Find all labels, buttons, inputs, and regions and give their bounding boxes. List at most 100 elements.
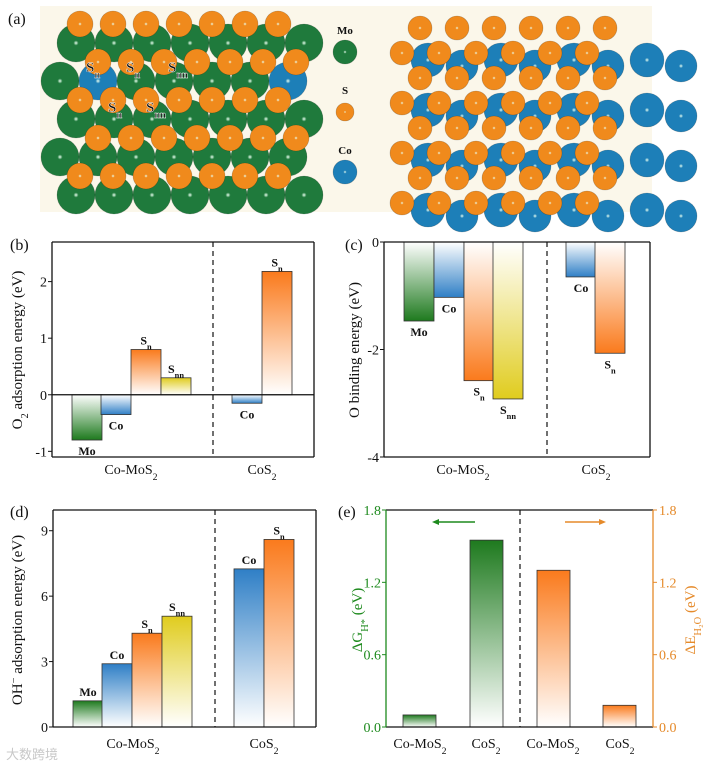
s-atom — [84, 124, 112, 152]
s-atom — [66, 10, 94, 38]
site-label-4-sub: n — [116, 110, 122, 121]
s-atom — [481, 115, 507, 141]
bar-label-b-3-main: S — [168, 362, 175, 376]
s-atom — [198, 162, 226, 190]
bar-label-d-0-main: Mo — [79, 685, 96, 699]
y-right-tick-label: 1.2 — [659, 576, 677, 591]
bar-d-4 — [233, 568, 265, 728]
bar-label-b-4-main: Co — [240, 407, 255, 421]
y-axis-label: O binding energy (eV) — [347, 282, 363, 418]
s-atom — [481, 165, 507, 191]
site-label-5: Snn — [146, 100, 166, 121]
bar-label-d-4-main: Co — [242, 553, 257, 567]
bar-label-b-1-main: Co — [109, 419, 124, 433]
co-atom — [591, 199, 625, 233]
bar-c-4 — [565, 241, 597, 278]
s-atom — [592, 165, 618, 191]
s-atom — [183, 124, 211, 152]
y-tick-label: 0.0 — [364, 721, 382, 736]
site-label-1-main: S — [86, 60, 94, 76]
bar-c-2 — [463, 241, 495, 382]
bar-b-0 — [71, 394, 103, 441]
site-label-2: Sn — [126, 60, 140, 81]
bar-b-5 — [261, 271, 293, 396]
co-atom — [629, 42, 665, 78]
y-tick-label: 3 — [41, 656, 48, 671]
y-axis-label-main: O — [10, 418, 26, 429]
site-label-2-main: S — [126, 60, 134, 76]
bar-label-c-1-main: Co — [442, 301, 457, 315]
x-category-label-sub: 2 — [274, 746, 279, 757]
x-category-label: Co-MoS2 — [436, 463, 489, 483]
s-atom — [198, 86, 226, 114]
s-atom — [264, 162, 292, 190]
y-right-tick-label: 0.6 — [659, 649, 677, 664]
co-atom — [664, 149, 698, 183]
y-axis-label-sub: H* — [360, 619, 371, 632]
bar-b-3 — [160, 377, 192, 396]
s-atom — [389, 90, 415, 116]
s-atom — [249, 124, 277, 152]
s-atom — [463, 90, 489, 116]
y-axis-label-right-main: ΔE — [683, 636, 699, 655]
s-atom — [231, 162, 259, 190]
s-atom — [500, 90, 526, 116]
co-atom — [664, 49, 698, 83]
s-atom — [389, 190, 415, 216]
y-right-tick-label: 1.8 — [659, 504, 677, 519]
s-atom — [518, 165, 544, 191]
s-atom — [66, 162, 94, 190]
s-atom — [407, 15, 433, 41]
s-atom — [444, 165, 470, 191]
bar-label-c-2-main: S — [473, 385, 480, 399]
bar-label-c-0-main: Mo — [410, 325, 427, 339]
bar-d-5 — [263, 539, 295, 728]
bar-label-d-3-main: S — [169, 600, 176, 614]
bar-label-d-1-main: Co — [110, 648, 125, 662]
s-atom — [574, 140, 600, 166]
bar-label-b-3-sub: nn — [175, 370, 185, 379]
bar-label-c-3-sub: nn — [507, 411, 517, 420]
s-atom — [249, 48, 277, 76]
bar-e-2 — [536, 569, 571, 728]
bar-label-b-2: Sn — [140, 334, 152, 352]
bar-d-3 — [161, 615, 193, 728]
s-atom — [537, 90, 563, 116]
co-atom — [664, 99, 698, 133]
s-atom — [574, 90, 600, 116]
x-category-label: Co-MoS2 — [106, 737, 159, 757]
s-atom — [132, 10, 160, 38]
legend-label-s: S — [342, 85, 348, 97]
s-atom — [481, 65, 507, 91]
y-tick-label: 0 — [372, 236, 379, 251]
x-category-label-main: Co-MoS — [436, 463, 484, 478]
x-category-label: Co-MoS2 — [393, 737, 446, 757]
site-label-2-sub: n — [134, 70, 140, 81]
panel-letter-c: (c) — [345, 237, 363, 254]
bar-label-b-0: Mo — [78, 444, 95, 458]
legend-label-mo: Mo — [337, 25, 353, 37]
x-category-label: CoS2 — [471, 737, 500, 757]
y-axis-label-main: ΔG — [350, 632, 366, 653]
s-atom — [389, 140, 415, 166]
legend-co-atom — [332, 159, 358, 185]
bar-label-d-5-main: S — [273, 523, 280, 537]
bar-label-b-0-main: Mo — [78, 444, 95, 458]
bar-label-c-5: Sn — [604, 357, 616, 375]
s-atom — [500, 40, 526, 66]
co-atom — [664, 199, 698, 233]
s-atom — [574, 40, 600, 66]
s-atom — [444, 65, 470, 91]
s-atom — [537, 190, 563, 216]
site-label-1: Sn — [86, 60, 100, 81]
y-tick-label: 0 — [40, 389, 47, 404]
bar-label-d-3-sub: nn — [176, 609, 186, 618]
bar-label-b-2-sub: n — [147, 342, 152, 351]
site-label-5-main: S — [146, 100, 154, 116]
site-label-3-sub: nn — [176, 70, 188, 81]
y-axis-label-rest: (eV) — [350, 588, 366, 619]
x-category-label-main: CoS — [581, 463, 605, 478]
